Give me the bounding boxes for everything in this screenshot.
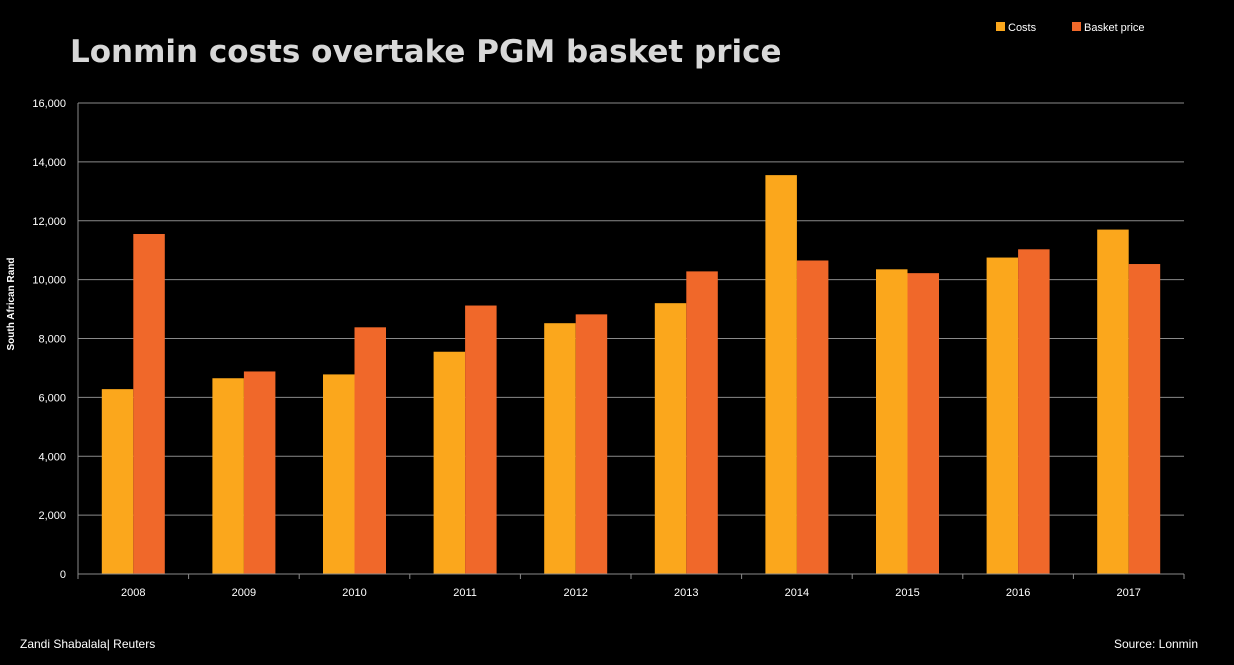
bar-costs-2008 <box>101 389 134 574</box>
bar-basket-price-2016 <box>1018 249 1050 574</box>
y-tick-label: 8,000 <box>38 334 66 346</box>
x-tick-label: 2015 <box>895 587 919 599</box>
bar-basket-price-2012 <box>575 314 608 574</box>
x-tick-label: 2013 <box>674 587 698 599</box>
bar-basket-price-2011 <box>465 305 497 574</box>
y-tick-label: 6,000 <box>38 392 66 404</box>
axes: 0 2,000 4,000 6,000 8,000 10,000 12,000 14,000 1… <box>32 98 1185 599</box>
chart-title: Lonmin costs overtake PGM basket price <box>70 34 782 70</box>
bar-costs-2011 <box>433 351 466 574</box>
x-tick-label: 2014 <box>785 587 809 599</box>
bar-basket-price-2013 <box>686 271 718 574</box>
bar-basket-price-2010 <box>354 327 386 574</box>
y-tick-label: 0 <box>60 569 66 581</box>
x-tick-label: 2012 <box>563 587 587 599</box>
x-tick-label: 2011 <box>453 587 477 599</box>
y-tick-label: 12,000 <box>32 216 66 228</box>
x-tick-label: 2009 <box>232 587 256 599</box>
legend-label-costs: Costs <box>1008 22 1037 34</box>
y-tick-label: 14,000 <box>32 157 66 169</box>
x-tick-label: 2017 <box>1116 587 1140 599</box>
credit-text: Zandi Shabalala| Reuters <box>20 637 155 651</box>
legend: Costs Basket price <box>996 22 1145 34</box>
bar-basket-price-2008 <box>133 233 165 574</box>
bar-basket-price-2017 <box>1128 264 1161 574</box>
y-tick-label: 10,000 <box>32 275 66 287</box>
bar-basket-price-2014 <box>796 260 829 574</box>
bar-costs-2016 <box>986 257 1019 574</box>
bar-costs-2009 <box>212 378 244 574</box>
bar-costs-2014 <box>765 175 797 574</box>
bar-costs-2012 <box>544 323 576 574</box>
x-tick-label: 2008 <box>121 587 145 599</box>
legend-swatch-costs <box>996 22 1005 31</box>
y-tick-label: 4,000 <box>38 451 66 463</box>
bars <box>101 175 1161 575</box>
legend-swatch-basket-price <box>1072 22 1081 31</box>
bar-costs-2010 <box>323 374 355 574</box>
bar-basket-price-2015 <box>907 273 939 574</box>
legend-label-basket-price: Basket price <box>1084 22 1145 34</box>
bar-costs-2017 <box>1097 229 1129 575</box>
x-tick-label: 2016 <box>1006 587 1030 599</box>
y-tick-label: 2,000 <box>38 510 66 522</box>
bar-costs-2013 <box>654 303 687 574</box>
bar-costs-2015 <box>876 269 908 574</box>
bar-basket-price-2009 <box>243 371 276 574</box>
y-tick-label: 16,000 <box>32 98 66 110</box>
y-axis-label: South African Rand <box>6 258 17 351</box>
source-text: Source: Lonmin <box>1114 637 1198 651</box>
x-tick-label: 2010 <box>342 587 366 599</box>
